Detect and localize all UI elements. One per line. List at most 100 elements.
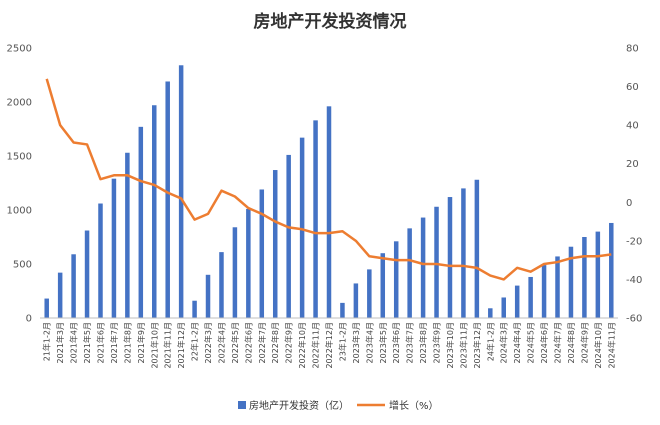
investment-bar	[57, 272, 63, 318]
investment-bar	[434, 206, 439, 318]
x-tick-label: 2023年7月	[405, 322, 415, 363]
x-tick-label: 2024年3月	[499, 322, 509, 363]
x-tick-label: 2022年3月	[203, 322, 213, 363]
investment-bar	[393, 241, 399, 318]
left-tick-label: 2000	[7, 98, 32, 109]
investment-bar	[420, 217, 426, 318]
right-tick-label: 20	[626, 159, 639, 170]
legend-bar-label: 房地产开发投资（亿）	[249, 399, 349, 412]
x-tick-label: 2024年9月	[579, 322, 589, 363]
right-tick-label: 80	[626, 44, 639, 55]
x-axis-labels: 21年1-2月 2021年3月 2021年4月 2021年5月 2021年6月 2021年…	[42, 322, 617, 369]
right-tick-label: 40	[626, 121, 639, 132]
right-tick-label: -20	[626, 236, 642, 247]
investment-bar	[125, 152, 130, 318]
investment-bar	[528, 276, 533, 318]
investment-bar	[514, 285, 520, 318]
investment-bar	[353, 283, 359, 318]
x-tick-label: 2024年10月	[593, 322, 603, 369]
x-tick-label: 2022年6月	[243, 322, 253, 363]
legend: 房地产开发投资（亿） 增长（%）	[238, 399, 439, 412]
investment-bar	[71, 254, 76, 318]
x-tick-label: 2022年7月	[257, 322, 267, 363]
investment-bar	[111, 178, 117, 318]
x-tick-label: 2023年12月	[472, 322, 482, 369]
left-tick-label: 1000	[7, 206, 32, 217]
investment-bar	[152, 105, 157, 319]
investment-bar	[447, 197, 453, 318]
investment-bar	[98, 203, 103, 318]
x-tick-label: 22年1-2月	[190, 322, 200, 361]
investment-bar	[461, 188, 466, 318]
investment-bar	[568, 246, 574, 318]
investment-bar	[84, 230, 90, 318]
investment-bar	[165, 81, 170, 318]
x-tick-label: 2023年6月	[391, 322, 401, 363]
x-tick-label: 24年1-2月	[485, 322, 495, 361]
x-tick-label: 2023年4月	[364, 322, 374, 363]
investment-bar	[488, 308, 493, 318]
x-tick-label: 2024年8月	[566, 322, 576, 363]
x-tick-label: 2021年11月	[163, 322, 173, 369]
investment-bar	[299, 137, 305, 318]
left-y-axis: 0 500 1000 1500 2000 2500	[7, 44, 32, 325]
investment-bar	[259, 189, 265, 318]
investment-bar	[192, 300, 197, 318]
investment-bar	[178, 65, 184, 318]
right-tick-label: 60	[626, 82, 639, 93]
x-tick-label: 2022年10月	[297, 322, 307, 369]
investment-bar	[609, 222, 614, 318]
right-tick-label: -40	[626, 275, 642, 286]
x-tick-label: 2022年9月	[284, 322, 294, 363]
x-tick-label: 2022年8月	[270, 322, 280, 363]
investment-bar	[541, 265, 547, 318]
x-tick-label: 2024年7月	[553, 322, 563, 363]
investment-bar	[138, 126, 144, 318]
x-tick-label: 2022年12月	[324, 322, 334, 369]
x-tick-label: 2021年10月	[149, 322, 159, 369]
investment-bar	[232, 227, 238, 318]
investment-bar	[205, 274, 211, 318]
x-tick-label: 2022年4月	[216, 322, 226, 363]
investment-bar	[326, 106, 332, 318]
investment-bar	[44, 298, 49, 318]
investment-bar	[340, 302, 345, 318]
legend-bar-swatch	[238, 401, 246, 409]
investment-bar	[474, 179, 480, 318]
investment-bar	[219, 252, 224, 318]
investment-bar	[582, 237, 587, 318]
x-tick-label: 21年1-2月	[42, 322, 52, 361]
left-tick-label: 2500	[7, 44, 32, 55]
investment-bar	[286, 154, 291, 318]
bar-series	[44, 65, 614, 319]
investment-bar	[246, 208, 251, 318]
investment-bar	[407, 228, 412, 318]
x-tick-label: 2024年11月	[606, 322, 616, 369]
x-tick-label: 2021年4月	[69, 322, 79, 363]
x-tick-label: 2024年5月	[526, 322, 536, 363]
investment-bar	[555, 256, 560, 318]
chart-title: 房地产开发投资情况	[254, 11, 407, 32]
x-tick-label: 2023年8月	[418, 322, 428, 363]
left-tick-label: 1500	[7, 152, 32, 163]
investment-bar	[501, 297, 506, 318]
x-tick-label: 2021年8月	[122, 322, 132, 363]
investment-bar	[367, 269, 372, 318]
x-tick-label: 2023年11月	[458, 322, 468, 369]
left-tick-label: 0	[26, 314, 32, 325]
x-tick-label: 2022年11月	[311, 322, 321, 369]
x-tick-label: 2021年7月	[109, 322, 119, 363]
x-tick-label: 2021年12月	[176, 322, 186, 369]
x-tick-label: 2021年5月	[82, 322, 92, 363]
x-tick-label: 2022年5月	[230, 322, 240, 363]
x-tick-label: 2023年10月	[445, 322, 455, 369]
right-tick-label: -60	[626, 314, 642, 325]
x-tick-label: 2024年4月	[512, 322, 522, 363]
legend-line-label: 增长（%）	[389, 399, 439, 412]
investment-bar	[313, 120, 318, 318]
x-tick-label: 2021年6月	[95, 322, 105, 363]
x-tick-label: 2021年3月	[55, 322, 65, 363]
investment-bar	[380, 253, 386, 318]
right-y-axis: -60 -40 -20 0 20 40 60 80	[626, 44, 642, 325]
